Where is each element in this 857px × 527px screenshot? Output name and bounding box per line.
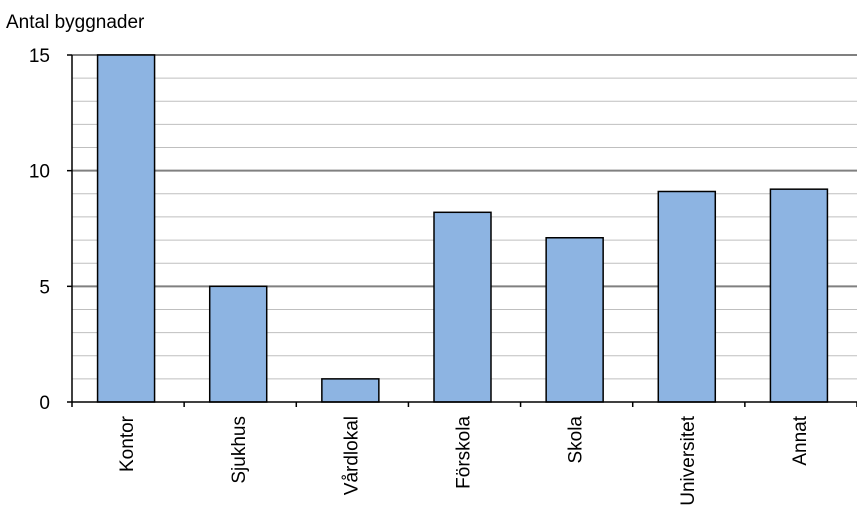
bar-kontor bbox=[96, 54, 156, 403]
bar-vårdlokal bbox=[321, 378, 380, 403]
bar-förskola bbox=[433, 211, 492, 403]
x-tick-label: Sjukhus bbox=[229, 416, 250, 484]
y-axis-label: Antal byggnader bbox=[6, 12, 145, 33]
y-tick-label: 10 bbox=[29, 162, 50, 183]
x-tick-label: Kontor bbox=[117, 415, 138, 472]
y-tick-label: 5 bbox=[39, 277, 50, 298]
bar-skola bbox=[545, 237, 604, 403]
x-tick-label: Annat bbox=[790, 415, 811, 465]
bar-annat bbox=[769, 188, 829, 403]
x-tick-label: Vårdlokal bbox=[341, 416, 362, 495]
x-tick-label: Förskola bbox=[454, 416, 475, 489]
y-tick-label: 15 bbox=[29, 46, 50, 67]
x-tick-label: Universitet bbox=[678, 415, 699, 505]
bar-sjukhus bbox=[208, 285, 268, 403]
bar-universitet bbox=[657, 190, 717, 403]
x-tick-label: Skola bbox=[566, 416, 587, 464]
y-tick-label: 0 bbox=[39, 393, 50, 414]
